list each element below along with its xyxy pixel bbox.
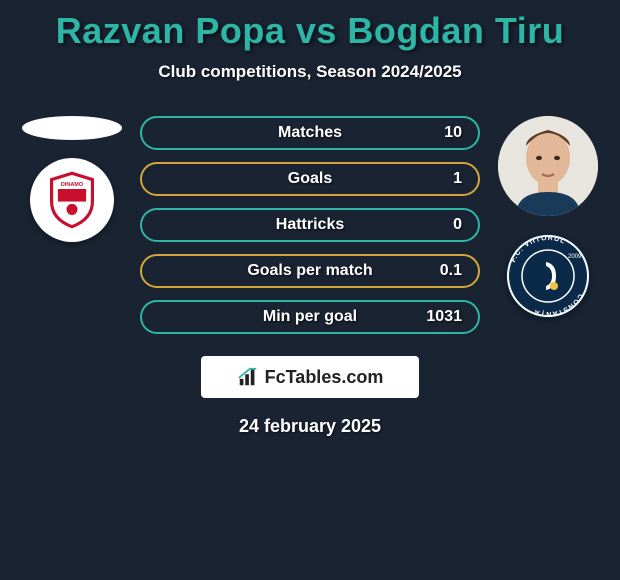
stat-label: Goals [288, 170, 332, 188]
stat-row: Matches 10 [140, 116, 480, 150]
subtitle: Club competitions, Season 2024/2025 [0, 62, 620, 82]
player-right-club-badge: F.C. VIITORUL CONSTANȚA 2009 [506, 234, 590, 318]
stat-value: 0 [453, 216, 462, 234]
viitorul-badge-icon: F.C. VIITORUL CONSTANȚA 2009 [506, 234, 590, 318]
stat-label: Min per goal [263, 308, 357, 326]
right-player-column: F.C. VIITORUL CONSTANȚA 2009 [498, 110, 598, 318]
player-left-avatar [22, 116, 122, 140]
page-title: Razvan Popa vs Bogdan Tiru [0, 10, 620, 52]
comparison-card: Razvan Popa vs Bogdan Tiru Club competit… [0, 0, 620, 437]
stat-value: 0.1 [440, 262, 462, 280]
brand-badge[interactable]: FcTables.com [201, 356, 419, 398]
main-row: DINAMO Matches 10 Goals 1 Hattricks 0 Goals pe… [0, 110, 620, 334]
player-left-club-badge: DINAMO [30, 158, 114, 242]
date-text: 24 february 2025 [0, 416, 620, 437]
svg-text:2009: 2009 [568, 254, 582, 260]
stat-row: Min per goal 1031 [140, 300, 480, 334]
stat-label: Hattricks [276, 216, 344, 234]
stat-row: Goals per match 0.1 [140, 254, 480, 288]
svg-text:DINAMO: DINAMO [61, 182, 84, 188]
face-placeholder-icon [498, 116, 598, 216]
player-right-avatar [498, 116, 598, 216]
stat-label: Goals per match [247, 262, 372, 280]
stat-label: Matches [278, 124, 342, 142]
stat-value: 1031 [426, 308, 462, 326]
stat-value: 10 [444, 124, 462, 142]
stat-row: Goals 1 [140, 162, 480, 196]
left-player-column: DINAMO [22, 110, 122, 242]
stats-column: Matches 10 Goals 1 Hattricks 0 Goals per match… [140, 110, 480, 334]
brand-text: FcTables.com [265, 367, 384, 388]
bar-chart-icon [237, 366, 259, 388]
stat-value: 1 [453, 170, 462, 188]
stat-row: Hattricks 0 [140, 208, 480, 242]
dinamo-shield-icon: DINAMO [39, 167, 105, 233]
